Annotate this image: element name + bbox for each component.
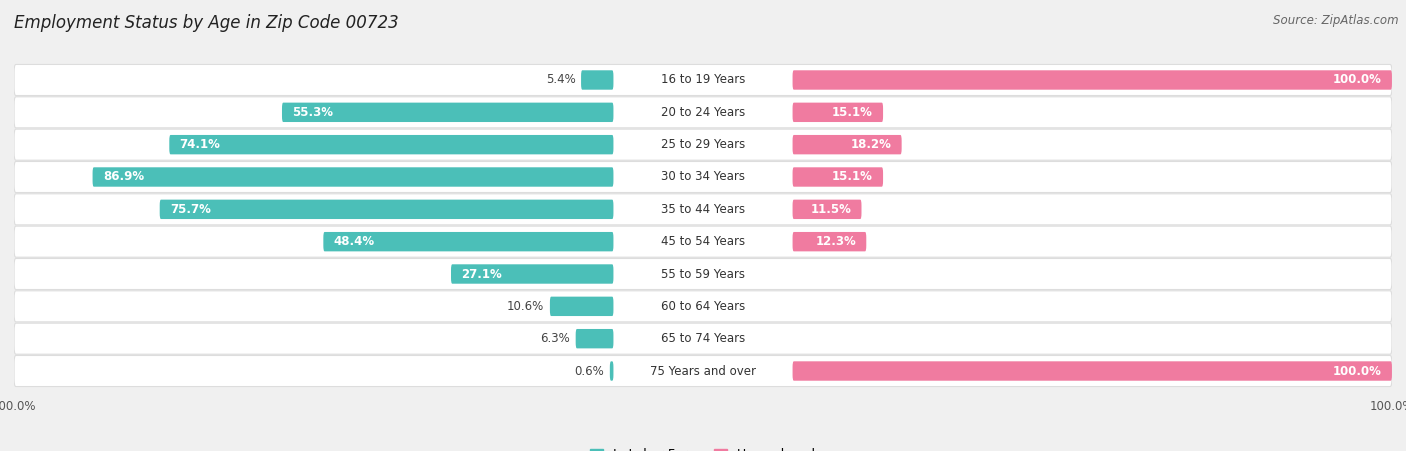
FancyBboxPatch shape <box>323 232 613 251</box>
Text: 60 to 64 Years: 60 to 64 Years <box>661 300 745 313</box>
FancyBboxPatch shape <box>283 103 613 122</box>
Text: 75 Years and over: 75 Years and over <box>650 364 756 377</box>
FancyBboxPatch shape <box>793 167 883 187</box>
Text: 74.1%: 74.1% <box>180 138 221 151</box>
FancyBboxPatch shape <box>14 161 1392 193</box>
FancyBboxPatch shape <box>14 129 1392 160</box>
Text: 75.7%: 75.7% <box>170 203 211 216</box>
Text: 65 to 74 Years: 65 to 74 Years <box>661 332 745 345</box>
Text: 48.4%: 48.4% <box>333 235 375 248</box>
FancyBboxPatch shape <box>93 167 613 187</box>
FancyBboxPatch shape <box>581 70 613 90</box>
Text: 55 to 59 Years: 55 to 59 Years <box>661 267 745 281</box>
Text: 55.3%: 55.3% <box>292 106 333 119</box>
Text: 27.1%: 27.1% <box>461 267 502 281</box>
FancyBboxPatch shape <box>610 361 613 381</box>
Text: 15.1%: 15.1% <box>832 170 873 184</box>
Text: 11.5%: 11.5% <box>810 203 851 216</box>
Text: 16 to 19 Years: 16 to 19 Years <box>661 74 745 87</box>
FancyBboxPatch shape <box>793 361 1392 381</box>
Text: 5.4%: 5.4% <box>546 74 575 87</box>
Text: 25 to 29 Years: 25 to 29 Years <box>661 138 745 151</box>
Text: 6.3%: 6.3% <box>540 332 571 345</box>
Legend: In Labor Force, Unemployed: In Labor Force, Unemployed <box>585 443 821 451</box>
Text: 20 to 24 Years: 20 to 24 Years <box>661 106 745 119</box>
FancyBboxPatch shape <box>14 97 1392 128</box>
FancyBboxPatch shape <box>451 264 613 284</box>
Text: 15.1%: 15.1% <box>832 106 873 119</box>
Text: 12.3%: 12.3% <box>815 235 856 248</box>
FancyBboxPatch shape <box>550 297 613 316</box>
Text: 86.9%: 86.9% <box>103 170 143 184</box>
Text: Source: ZipAtlas.com: Source: ZipAtlas.com <box>1274 14 1399 27</box>
FancyBboxPatch shape <box>793 135 901 154</box>
Text: 100.0%: 100.0% <box>1333 364 1382 377</box>
FancyBboxPatch shape <box>793 103 883 122</box>
FancyBboxPatch shape <box>169 135 613 154</box>
Text: Employment Status by Age in Zip Code 00723: Employment Status by Age in Zip Code 007… <box>14 14 399 32</box>
FancyBboxPatch shape <box>14 291 1392 322</box>
Text: 35 to 44 Years: 35 to 44 Years <box>661 203 745 216</box>
FancyBboxPatch shape <box>14 355 1392 387</box>
FancyBboxPatch shape <box>793 232 866 251</box>
FancyBboxPatch shape <box>793 200 862 219</box>
FancyBboxPatch shape <box>575 329 613 348</box>
Text: 30 to 34 Years: 30 to 34 Years <box>661 170 745 184</box>
FancyBboxPatch shape <box>14 226 1392 257</box>
FancyBboxPatch shape <box>14 194 1392 225</box>
Text: 10.6%: 10.6% <box>508 300 544 313</box>
FancyBboxPatch shape <box>793 70 1392 90</box>
FancyBboxPatch shape <box>14 64 1392 96</box>
Text: 45 to 54 Years: 45 to 54 Years <box>661 235 745 248</box>
Text: 18.2%: 18.2% <box>851 138 891 151</box>
Text: 0.6%: 0.6% <box>575 364 605 377</box>
FancyBboxPatch shape <box>160 200 613 219</box>
FancyBboxPatch shape <box>14 323 1392 354</box>
Text: 100.0%: 100.0% <box>1333 74 1382 87</box>
FancyBboxPatch shape <box>14 258 1392 290</box>
